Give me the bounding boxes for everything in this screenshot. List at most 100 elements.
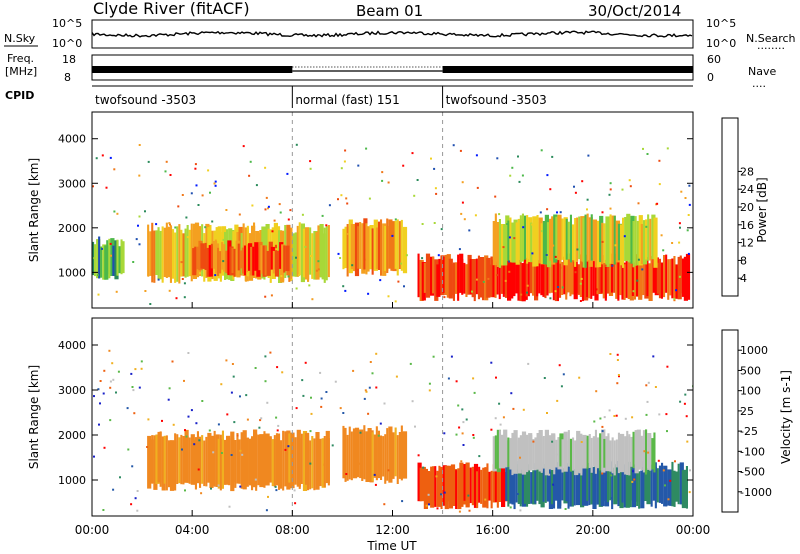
heatmap-speckle (233, 421, 236, 424)
heatmap-cell (542, 467, 545, 502)
heatmap-cell (640, 438, 643, 471)
heatmap-speckle (461, 181, 464, 184)
heatmap-cell (252, 246, 255, 276)
heatmap-speckle (383, 402, 386, 405)
heatmap-cell (432, 466, 435, 501)
y-tick-label: 1000 (58, 474, 86, 487)
heatmap-speckle (554, 290, 557, 293)
heatmap-speckle (574, 271, 577, 274)
heatmap-speckle (230, 391, 233, 394)
heatmap-speckle (157, 278, 160, 281)
heatmap-cell (161, 226, 164, 283)
heatmap-speckle (115, 290, 118, 293)
y-tick-label: 3000 (58, 177, 86, 190)
heatmap-speckle (168, 222, 171, 225)
heatmap-speckle (401, 500, 404, 503)
heatmap-cell (609, 465, 612, 501)
heatmap-cell (348, 426, 351, 480)
heatmap-speckle (186, 236, 189, 239)
heatmap-speckle (520, 293, 523, 296)
heatmap-speckle (93, 455, 95, 458)
heatmap-cell (625, 257, 628, 298)
colorbar-frame (721, 117, 739, 297)
heatmap-cell (296, 225, 299, 277)
heatmap-cell (569, 260, 572, 297)
heatmap-cell (658, 258, 661, 299)
heatmap-speckle (130, 503, 133, 506)
heatmap-speckle (593, 420, 596, 423)
heatmap-speckle (144, 210, 146, 213)
heatmap-speckle (185, 216, 188, 219)
heatmap-speckle (101, 154, 104, 157)
heatmap-cell (532, 439, 535, 470)
heatmap-speckle (679, 226, 681, 229)
heatmap-cell (386, 428, 389, 481)
nave-label: Nave (748, 65, 776, 78)
heatmap-cell (574, 218, 577, 267)
heatmap-cell (513, 463, 516, 510)
heatmap-speckle (428, 503, 430, 506)
heatmap-cell (94, 244, 97, 277)
heatmap-speckle (136, 509, 139, 512)
heatmap-speckle (552, 244, 555, 247)
heatmap-speckle (440, 493, 442, 496)
heatmap-cell (578, 216, 581, 260)
heatmap-speckle (140, 367, 143, 370)
heatmap-speckle (165, 160, 168, 163)
heatmap-speckle (281, 371, 284, 374)
heatmap-speckle (280, 275, 283, 278)
heatmap-cell (509, 438, 512, 470)
heatmap-speckle (631, 416, 634, 419)
heatmap-speckle (274, 485, 277, 488)
heatmap-speckle (495, 274, 498, 277)
freq-right-tick-bottom: 0 (707, 71, 714, 84)
heatmap-speckle (561, 286, 564, 289)
heatmap-speckle (662, 469, 665, 472)
heatmap-speckle (277, 424, 280, 427)
heatmap-speckle (551, 155, 554, 158)
heatmap-cell (317, 225, 320, 276)
heatmap-cell (615, 464, 618, 502)
heatmap-cell (647, 433, 652, 470)
heatmap-speckle (666, 430, 668, 433)
heatmap-cell (122, 241, 125, 274)
heatmap-cell (178, 224, 181, 284)
heatmap-speckle (609, 188, 612, 191)
heatmap-speckle (368, 197, 371, 200)
heatmap-speckle (512, 407, 515, 410)
heatmap-cell (550, 467, 553, 505)
heatmap-speckle (405, 254, 408, 257)
heatmap-cell (278, 433, 281, 490)
heatmap-speckle (436, 507, 439, 510)
heatmap-cell (647, 214, 650, 261)
heatmap-speckle (689, 469, 691, 472)
heatmap-cell (611, 461, 614, 510)
heatmap-speckle (414, 425, 416, 428)
heatmap-speckle (146, 446, 149, 448)
heatmap-speckle (317, 260, 320, 263)
heatmap-speckle (309, 430, 312, 433)
heatmap-speckle (241, 453, 244, 456)
heatmap-speckle (642, 147, 644, 150)
heatmap-cell (561, 470, 564, 501)
heatmap-cell (186, 225, 189, 277)
heatmap-speckle (140, 360, 143, 363)
heatmap-speckle (678, 241, 681, 244)
heatmap-cell (519, 215, 522, 263)
heatmap-cell (239, 250, 244, 269)
heatmap-speckle (435, 475, 438, 478)
heatmap-cell (176, 434, 179, 484)
heatmap-speckle (204, 226, 207, 229)
heatmap-cell (584, 464, 589, 506)
heatmap-cell (423, 262, 426, 293)
heatmap-speckle (138, 386, 141, 389)
heatmap-speckle (260, 417, 263, 420)
heatmap-speckle (666, 147, 669, 150)
heatmap-speckle (623, 235, 626, 238)
heatmap-speckle (688, 491, 691, 494)
heatmap-speckle (579, 300, 582, 302)
heatmap-speckle (616, 359, 619, 361)
heatmap-speckle (666, 365, 669, 368)
heatmap-cell (482, 260, 485, 301)
heatmap-speckle (222, 260, 225, 263)
